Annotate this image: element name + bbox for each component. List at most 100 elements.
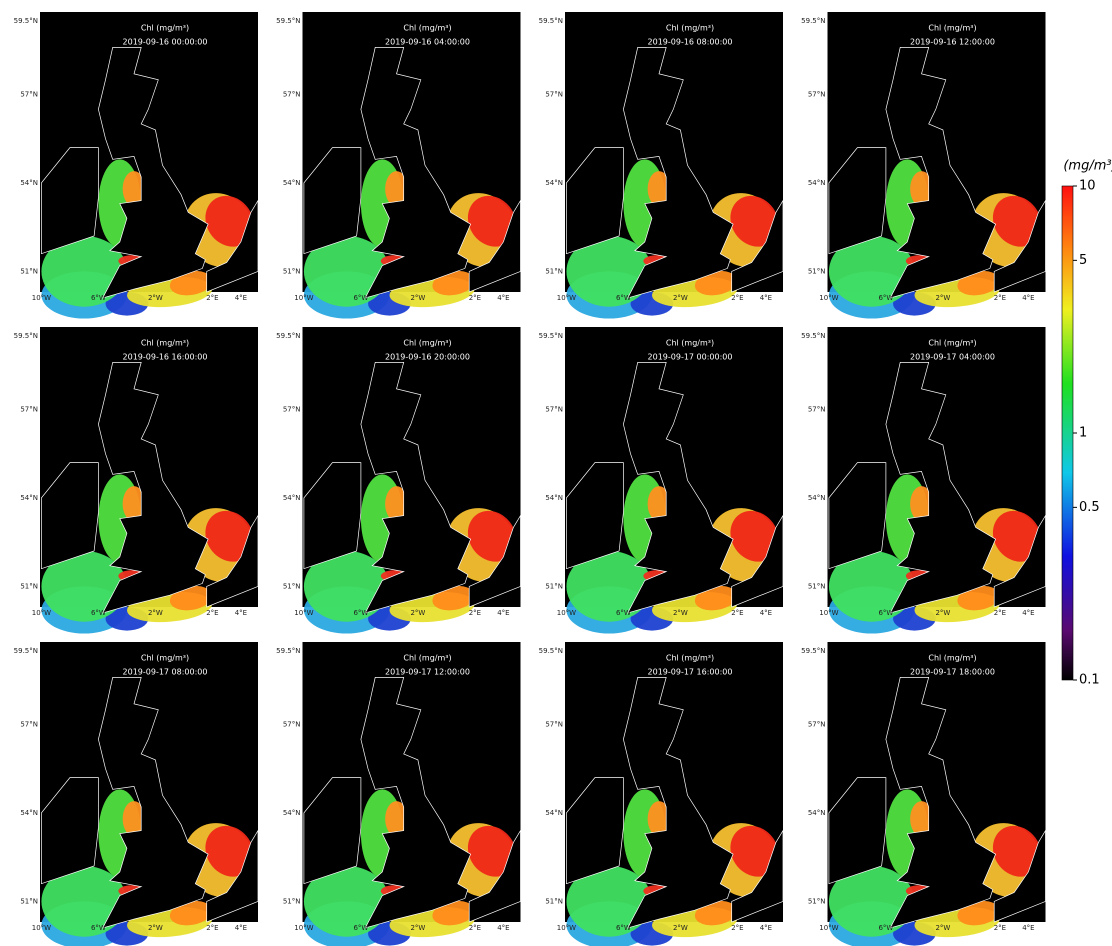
lon-label: 6°W (91, 609, 106, 617)
lon-label: 6°W (878, 924, 893, 932)
lon-label: 2°W (410, 294, 425, 302)
map-panel: Chl (mg/m³)2019-09-17 16:00:0059.5°N57°N… (539, 642, 795, 946)
lon-label: 10°W (294, 924, 313, 932)
lon-label: 2°E (469, 924, 481, 932)
lon-label: 2°E (206, 924, 218, 932)
lat-label: 54°N (808, 179, 826, 187)
lon-label: 10°W (819, 294, 838, 302)
map-panel: Chl (mg/m³)2019-09-16 04:00:0059.5°N57°N… (276, 12, 532, 319)
lon-label: 4°E (760, 609, 772, 617)
colorbar-bar (1062, 186, 1073, 680)
lon-label: 2°W (935, 294, 950, 302)
lon-label: 2°E (731, 609, 743, 617)
lon-label: 10°W (294, 609, 313, 617)
lon-label: 2°E (994, 294, 1006, 302)
map-panel: Chl (mg/m³)2019-09-17 00:00:0059.5°N57°N… (539, 327, 795, 634)
lon-label: 2°W (935, 609, 950, 617)
map-panel: Chl (mg/m³)2019-09-17 18:00:0059.5°N57°N… (801, 642, 1057, 946)
lon-label: 4°E (497, 609, 509, 617)
lon-label: 4°E (235, 924, 247, 932)
lat-label: 54°N (808, 809, 826, 817)
lon-label: 6°W (353, 609, 368, 617)
map-grid: Chl (mg/m³) 2019-09-16 00:00:00 59.5°N 57°N… (0, 0, 1112, 946)
lon-label: 2°E (731, 924, 743, 932)
lon-label: 10°W (819, 609, 838, 617)
panel-title: Chl (mg/m³) (666, 24, 714, 33)
map-panel: Chl (mg/m³)2019-09-16 20:00:0059.5°N57°N… (276, 327, 532, 634)
lon-label: 2°E (206, 294, 218, 302)
lon-label: 4°E (1022, 294, 1034, 302)
lat-label: 59.5°N (539, 647, 563, 655)
lon-label: 2°W (148, 609, 163, 617)
lon-label: 2°W (673, 294, 688, 302)
map-panel: Chl (mg/m³) 2019-09-16 08:00:00 59.5°N 57°N… (539, 12, 795, 319)
colorbar-tick-label: 1 (1079, 426, 1087, 441)
lat-label: 51°N (283, 267, 301, 275)
lon-label: 2°W (410, 924, 425, 932)
lon-label: 2°E (994, 609, 1006, 617)
lat-label: 59.5°N (14, 647, 38, 655)
lat-label: 54°N (20, 179, 38, 187)
lon-label: 2°W (148, 294, 163, 302)
lat-label: 59.5°N (539, 332, 563, 340)
lat-label: 59.5°N (276, 332, 300, 340)
lon-label: 2°E (469, 294, 481, 302)
lat-label: 51°N (283, 897, 301, 905)
lat-label: 59.5°N (801, 647, 825, 655)
lat-label: 54°N (283, 494, 301, 502)
panel-title: Chl (mg/m³) (141, 654, 189, 663)
panel-title: Chl (mg/m³) (928, 654, 976, 663)
lon-label: 6°W (616, 294, 631, 302)
lat-label: 51°N (20, 582, 38, 590)
lat-label: 57°N (545, 721, 563, 729)
lon-label: 4°E (235, 294, 247, 302)
map-panel: Chl (mg/m³)2019-09-17 04:00:0059.5°N57°N… (801, 327, 1057, 634)
panel-title: Chl (mg/m³) (666, 654, 714, 663)
lat-label: 57°N (545, 91, 563, 99)
colorbar-tick-label: 0.5 (1079, 500, 1100, 515)
timestamp: 2019-09-17 08:00:00 (123, 668, 208, 677)
lat-label: 54°N (283, 179, 301, 187)
lat-label: 51°N (283, 582, 301, 590)
timestamp: 2019-09-16 12:00:00 (910, 38, 995, 47)
lon-label: 2°W (673, 924, 688, 932)
lat-label: 59.5°N (539, 17, 563, 25)
map-panel: Chl (mg/m³)2019-09-17 12:00:0059.5°N57°N… (276, 642, 532, 946)
panel-title: Chl (mg/m³) (928, 339, 976, 348)
lon-label: 10°W (32, 924, 51, 932)
lat-label: 59.5°N (276, 647, 300, 655)
colorbar-tick-label: 0.1 (1079, 673, 1100, 688)
lat-label: 57°N (20, 91, 38, 99)
lat-label: 51°N (20, 267, 38, 275)
lat-label: 57°N (283, 91, 301, 99)
lat-label: 54°N (20, 809, 38, 817)
lon-label: 10°W (557, 924, 576, 932)
lon-label: 4°E (497, 294, 509, 302)
lon-label: 6°W (91, 294, 106, 302)
lat-label: 54°N (20, 494, 38, 502)
lon-label: 4°E (760, 924, 772, 932)
lon-label: 6°W (878, 609, 893, 617)
lat-label: 57°N (283, 721, 301, 729)
map-panel: Chl (mg/m³)2019-09-16 00:00:0059.5°N57°N… (14, 12, 270, 319)
lat-label: 51°N (808, 267, 826, 275)
timestamp: 2019-09-16 08:00:00 (648, 38, 733, 47)
lon-label: 10°W (32, 294, 51, 302)
lon-label: 4°E (1022, 924, 1034, 932)
lat-label: 51°N (808, 897, 826, 905)
lon-label: 4°E (760, 294, 772, 302)
lat-label: 54°N (545, 179, 563, 187)
timestamp: 2019-09-17 04:00:00 (910, 353, 995, 362)
lon-label: 10°W (819, 924, 838, 932)
panel-title: Chl (mg/m³) (403, 654, 451, 663)
panel-title: Chl (mg/m³) (141, 24, 189, 33)
lon-label: 10°W (294, 294, 313, 302)
map-panel: Chl (mg/m³)2019-09-16 16:00:0059.5°N57°N… (14, 327, 270, 634)
lat-label: 57°N (283, 406, 301, 414)
lat-label: 59.5°N (14, 332, 38, 340)
lon-label: 10°W (557, 294, 576, 302)
lon-label: 2°W (935, 924, 950, 932)
lon-label: 2°E (994, 924, 1006, 932)
lat-label: 51°N (808, 582, 826, 590)
timestamp: 2019-09-16 00:00:00 (123, 38, 208, 47)
